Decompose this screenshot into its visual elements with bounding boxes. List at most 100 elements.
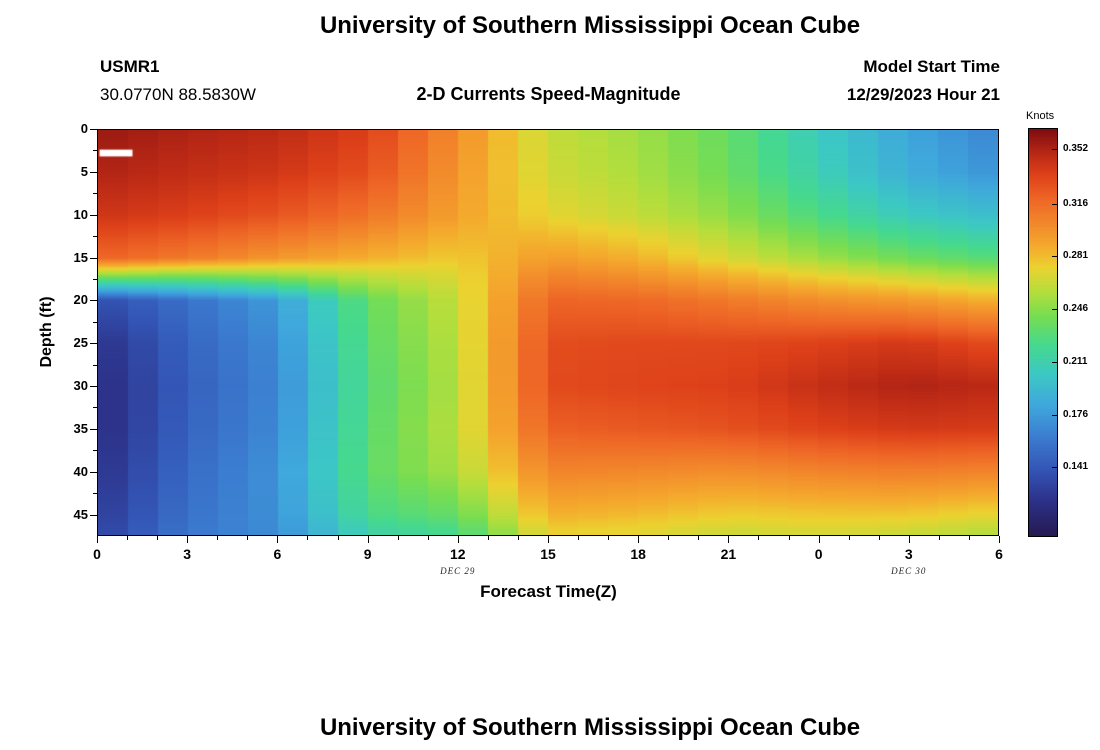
- colorbar-tick: [1052, 467, 1058, 469]
- colorbar-tick-label: 0.141: [1063, 461, 1089, 473]
- x-minor-tick: [127, 536, 129, 540]
- x-minor-tick: [397, 536, 399, 540]
- x-minor-tick: [487, 536, 489, 540]
- x-minor-tick: [307, 536, 309, 540]
- x-minor-tick: [938, 536, 940, 540]
- x-major-tick: [457, 536, 459, 543]
- x-tick-label: 6: [995, 546, 1003, 562]
- y-major-tick: [90, 514, 97, 516]
- x-tick-label: 6: [273, 546, 282, 562]
- y-major-tick: [90, 343, 97, 345]
- heatmap-canvas: [98, 130, 998, 535]
- y-tick-label: 25: [73, 335, 88, 351]
- x-major-tick: [818, 536, 820, 543]
- x-major-tick: [728, 536, 730, 543]
- colorbar-tick: [1052, 309, 1058, 311]
- x-tick-label: 3: [904, 546, 913, 562]
- x-tick-label: 21: [720, 546, 737, 562]
- x-major-tick: [999, 536, 1000, 543]
- colorbar-tick: [1052, 361, 1058, 363]
- plot-subtitle: 2-D Currents Speed-Magnitude: [416, 84, 681, 104]
- x-minor-tick: [758, 536, 760, 540]
- x-major-tick: [638, 536, 640, 543]
- colorbar-tick: [1052, 149, 1058, 151]
- y-major-tick: [90, 471, 97, 473]
- y-tick-label: 20: [73, 292, 88, 308]
- station-id: USMR1: [100, 57, 160, 76]
- x-tick-label: 0: [93, 546, 101, 562]
- figure-title: University of Southern Mississippi Ocean…: [319, 12, 861, 39]
- x-major-tick: [548, 536, 549, 543]
- colorbar-tick-label: 0.352: [1063, 143, 1089, 155]
- x-minor-tick: [247, 536, 249, 540]
- x-tick-label: 15: [540, 546, 556, 562]
- x-minor-tick: [698, 536, 700, 540]
- colorbar-tick: [1052, 203, 1058, 205]
- x-major-tick: [277, 536, 279, 543]
- y-tick-label: 5: [80, 163, 88, 179]
- y-minor-tick: [93, 321, 97, 323]
- x-minor-tick: [337, 536, 339, 540]
- colorbar-tick-label: 0.246: [1063, 303, 1089, 315]
- x-minor-tick: [217, 536, 219, 540]
- y-major-tick: [90, 300, 97, 302]
- colorbar-tick: [1052, 414, 1058, 416]
- x-major-tick: [97, 536, 98, 543]
- y-tick-label: 30: [73, 378, 88, 394]
- y-major-tick: [90, 257, 97, 259]
- x-minor-tick: [848, 536, 850, 540]
- x-tick-label: 18: [630, 546, 646, 562]
- x-major-tick: [908, 536, 910, 543]
- y-minor-tick: [93, 493, 97, 495]
- station-coordinates: 30.0770N 88.5830W: [100, 85, 256, 104]
- x-minor-tick: [157, 536, 159, 540]
- y-minor-tick: [93, 236, 97, 238]
- y-major-tick: [90, 214, 97, 216]
- x-tick-label: 9: [363, 546, 372, 562]
- y-major-tick: [90, 129, 97, 130]
- x-tick-label: 0: [814, 546, 823, 562]
- x-axis-date-label: DEC 29: [440, 566, 476, 576]
- x-minor-tick: [968, 536, 970, 540]
- colorbar-tick-label: 0.176: [1063, 408, 1089, 420]
- x-major-tick: [367, 536, 369, 543]
- colorbar-label: Knots: [1026, 110, 1055, 122]
- y-tick-label: 10: [73, 206, 88, 222]
- x-axis-label: Forecast Time(Z): [480, 582, 617, 601]
- y-tick-label: 15: [73, 249, 88, 265]
- colorbar-canvas: [1029, 129, 1057, 536]
- y-minor-tick: [93, 278, 97, 280]
- y-major-tick: [90, 428, 97, 430]
- heatmap-plot: [97, 129, 999, 536]
- colorbar-tick-label: 0.281: [1063, 250, 1089, 262]
- y-minor-tick: [93, 364, 97, 366]
- y-tick-label: 35: [73, 420, 88, 436]
- y-major-tick: [90, 386, 97, 388]
- x-minor-tick: [517, 536, 519, 540]
- colorbar: [1028, 128, 1058, 537]
- colorbar-tick-label: 0.316: [1063, 197, 1089, 209]
- x-tick-label: 12: [450, 546, 466, 562]
- y-minor-tick: [93, 450, 97, 452]
- model-start-value: 12/29/2023 Hour 21: [846, 85, 1000, 104]
- model-start-label: Model Start Time: [863, 57, 1000, 76]
- y-tick-label: 45: [73, 506, 88, 522]
- y-tick-label: 40: [73, 463, 88, 479]
- x-axis-date-label: DEC 30: [891, 566, 927, 576]
- colorbar-tick: [1052, 256, 1058, 258]
- y-minor-tick: [93, 407, 97, 409]
- next-figure-title: University of Southern Mississippi Ocean…: [319, 714, 861, 741]
- x-minor-tick: [578, 536, 580, 540]
- y-minor-tick: [93, 150, 97, 152]
- x-minor-tick: [427, 536, 429, 540]
- x-minor-tick: [608, 536, 610, 540]
- y-minor-tick: [93, 193, 97, 195]
- y-tick-label: 0: [80, 121, 88, 136]
- x-tick-label: 3: [183, 546, 192, 562]
- y-major-tick: [90, 171, 97, 173]
- x-minor-tick: [668, 536, 670, 540]
- x-major-tick: [187, 536, 189, 543]
- x-minor-tick: [788, 536, 790, 540]
- colorbar-tick-label: 0.211: [1063, 355, 1088, 367]
